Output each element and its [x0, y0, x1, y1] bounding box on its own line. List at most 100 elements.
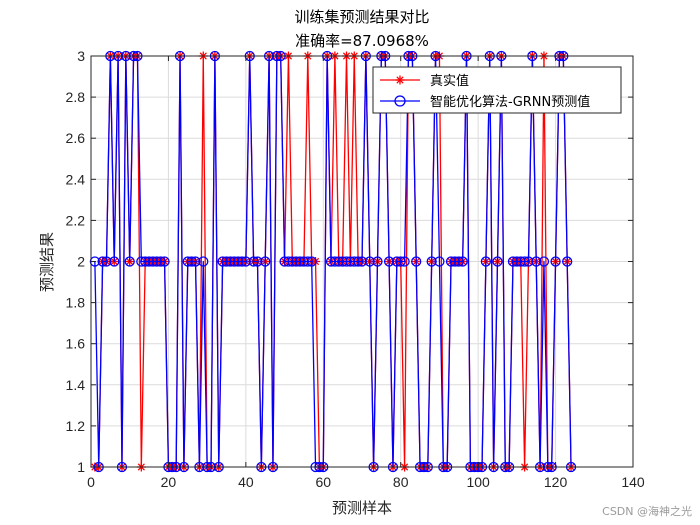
- data-point: [515, 256, 526, 267]
- legend-box: [372, 66, 622, 114]
- x-tick-label: 120: [544, 474, 568, 490]
- data-point: [341, 256, 352, 267]
- data-point: [372, 256, 383, 267]
- data-point: [352, 256, 364, 267]
- y-axis-label: 预测结果: [38, 232, 56, 292]
- data-point: [283, 256, 294, 267]
- data-point: [364, 256, 375, 267]
- data-point: [101, 256, 112, 267]
- data-point: [511, 256, 523, 267]
- data-point: [291, 256, 302, 267]
- legend-star: [395, 75, 405, 85]
- data-point: [356, 256, 368, 267]
- data-point: [445, 256, 457, 267]
- data-point: [325, 256, 337, 267]
- data-point: [337, 256, 348, 267]
- y-tick-label: 2.8: [66, 89, 86, 105]
- data-point: [198, 256, 209, 267]
- legend-label-true: 真实值: [430, 73, 469, 89]
- data-point: [492, 256, 503, 267]
- data-point: [260, 256, 271, 267]
- data-point: [217, 256, 228, 267]
- y-tick-label: 2.6: [66, 130, 86, 146]
- data-point: [383, 256, 395, 267]
- data-point: [411, 256, 422, 267]
- data-point: [151, 256, 162, 267]
- data-point: [480, 256, 492, 267]
- data-point: [294, 256, 306, 267]
- data-point: [562, 256, 573, 267]
- data-point: [507, 256, 519, 267]
- y-tick-label: 1.6: [66, 336, 86, 352]
- data-point: [333, 256, 344, 267]
- x-tick-label: 0: [87, 474, 95, 490]
- data-point: [186, 256, 197, 267]
- data-point: [221, 256, 232, 267]
- chart-title: 训练集预测结果对比: [294, 8, 429, 26]
- data-point: [302, 256, 313, 267]
- data-point: [399, 256, 410, 267]
- data-point: [225, 256, 236, 267]
- data-point: [391, 256, 402, 267]
- data-point: [329, 256, 341, 267]
- watermark: CSDN @海神之光: [602, 505, 692, 518]
- data-point: [190, 256, 201, 267]
- data-point: [457, 256, 468, 267]
- data-point: [136, 256, 147, 267]
- data-point: [159, 256, 170, 267]
- data-point: [453, 256, 464, 267]
- data-point: [306, 256, 317, 267]
- legend: 真实值 智能优化算法-GRNN预测值: [372, 66, 622, 114]
- data-point: [550, 256, 561, 267]
- data-point: [124, 256, 135, 267]
- y-tick-label: 2: [77, 254, 85, 270]
- legend-label-pred: 智能优化算法-GRNN预测值: [430, 94, 590, 110]
- data-point: [519, 256, 530, 267]
- y-tick-label: 2.2: [66, 212, 86, 228]
- x-tick-label: 80: [393, 474, 409, 490]
- data-point: [531, 256, 542, 267]
- data-point: [449, 256, 461, 267]
- data-point: [140, 256, 151, 267]
- x-axis-label: 预测样本: [332, 499, 392, 517]
- legend-marker-true: [395, 75, 405, 85]
- data-point: [232, 256, 244, 267]
- data-point: [236, 256, 248, 267]
- y-tick-label: 1.8: [66, 295, 86, 311]
- data-point: [248, 256, 259, 267]
- legend-marker-pred: [394, 95, 406, 107]
- data-point: [240, 256, 252, 267]
- data-point: [97, 256, 108, 267]
- x-tick-label: 20: [161, 474, 177, 490]
- data-point: [538, 256, 550, 267]
- data-point: [287, 256, 298, 267]
- data-point: [298, 256, 310, 267]
- data-point: [395, 256, 406, 267]
- data-point: [143, 256, 155, 267]
- data-point: [279, 256, 290, 267]
- star-stroke: [396, 76, 404, 84]
- data-point: [182, 256, 193, 267]
- y-tick-label: 1.2: [66, 418, 86, 434]
- x-tick-label: 60: [315, 474, 331, 490]
- chart-subtitle: 准确率=87.0968%: [295, 32, 429, 50]
- x-tick-label: 100: [466, 474, 490, 490]
- y-tick-label: 2.4: [66, 171, 86, 187]
- data-point: [89, 256, 101, 267]
- x-tick-label: 140: [621, 474, 645, 490]
- y-tick-label: 1.4: [66, 377, 86, 393]
- y-tick-label: 1: [77, 459, 85, 475]
- data-point: [252, 256, 263, 267]
- data-point: [426, 256, 437, 267]
- ticks: 0 20 40 60 80 100 120 140 1 1.2 1.4 1.6 1.8 2 2.2 2.4 2.…: [66, 48, 645, 490]
- data-point: [345, 256, 356, 267]
- data-point: [109, 256, 120, 267]
- data-point: [229, 256, 240, 267]
- data-point: [349, 256, 360, 267]
- x-tick-label: 40: [238, 474, 254, 490]
- data-point: [155, 256, 166, 267]
- y-tick-label: 3: [77, 48, 85, 64]
- data-point: [147, 256, 159, 267]
- data-point: [434, 256, 445, 267]
- data-point: [523, 256, 534, 267]
